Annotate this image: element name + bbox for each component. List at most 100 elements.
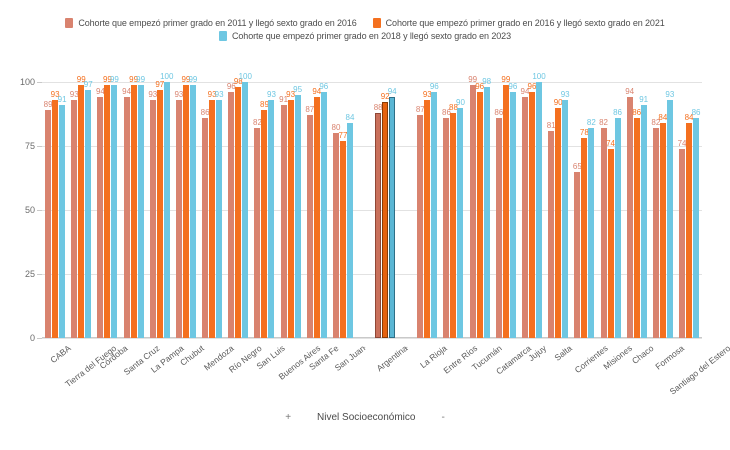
bar-córdoba-series-1[interactable]: 94 (96, 87, 105, 338)
legend-item-cohort-2018[interactable]: Cohorte que empezó primer grado en 2018 … (219, 31, 511, 41)
bar-corrientes-series-2[interactable]: 78 (580, 128, 589, 338)
bar-santiago-del-estero-series-1[interactable]: 74 (678, 139, 686, 338)
bar-entre-ríos-series-1[interactable]: 86 (442, 108, 451, 338)
bar-río-negro-series-1[interactable]: 96 (227, 82, 236, 338)
bar-jujuy-series-1[interactable]: 94 (521, 87, 529, 338)
bar-group-tucuman[interactable]: 99 96 98 (467, 75, 493, 338)
bar-tierra-del-fuego-series-2[interactable]: 99 (77, 75, 86, 338)
bar-tucumán-series-1[interactable]: 99 (468, 75, 477, 338)
bar-buenos-aires-series-2[interactable]: 93 (286, 90, 295, 338)
bar-chaco-series-3[interactable]: 91 (639, 95, 648, 338)
bar-group-mendoza[interactable]: 86 93 93 (199, 82, 225, 338)
bar-group-argentina[interactable]: 88 92 94 (372, 82, 398, 338)
bar-santa-cruz-series-2[interactable]: 99 (129, 75, 138, 338)
bar-san-juan-series-2[interactable]: 77 (339, 131, 347, 338)
bar-chaco-series-2[interactable]: 86 (632, 108, 641, 338)
bar-río-negro-series-3[interactable]: 100 (239, 72, 252, 338)
bar-group-chubut[interactable]: 93 99 99 (173, 75, 199, 338)
bar-la-pampa-series-1[interactable]: 93 (148, 90, 157, 338)
bar-santa-fe-series-2[interactable]: 94 (312, 87, 321, 338)
bar-córdoba-series-2[interactable]: 99 (103, 75, 112, 338)
bar-group-cordoba[interactable]: 94 99 99 (94, 75, 120, 338)
bar-caba-series-1[interactable]: 89 (44, 100, 53, 338)
bar-group-san-juan[interactable]: 80 77 84 (330, 82, 356, 338)
bar-group-la-rioja[interactable]: 87 93 96 (414, 82, 440, 338)
bar-caba-series-2[interactable]: 93 (51, 90, 60, 338)
bar-group-la-pampa[interactable]: 93 97 100 (147, 72, 173, 338)
bar-misiones-series-3[interactable]: 86 (613, 108, 622, 338)
bar-la-pampa-series-3[interactable]: 100 (160, 72, 173, 338)
bar-group-santiago-del-estero[interactable]: 74 84 86 (676, 82, 702, 338)
bar-salta-series-3[interactable]: 93 (561, 90, 570, 338)
bar-value-label: 97 (155, 79, 165, 89)
bar-group-tierra-del-fuego[interactable]: 93 99 97 (68, 75, 94, 338)
bar-catamarca-series-3[interactable]: 96 (508, 82, 517, 338)
bar-group-caba[interactable]: 89 93 91 (42, 82, 68, 338)
bar-misiones-series-2[interactable]: 74 (606, 139, 615, 338)
bar-san-juan-series-3[interactable]: 84 (346, 113, 354, 338)
bar-misiones-series-1[interactable]: 82 (599, 118, 608, 338)
bar-chubut-series-1[interactable]: 93 (174, 90, 183, 338)
bar-group-san-luis[interactable]: 82 89 93 (251, 82, 277, 338)
bar-group-rio-negro[interactable]: 96 98 100 (225, 72, 252, 338)
bar-group-entre-rios[interactable]: 86 88 90 (440, 82, 466, 338)
bar-group-buenos-aires[interactable]: 91 93 95 (278, 82, 304, 338)
bar-group-jujuy[interactable]: 94 96 100 (519, 72, 546, 338)
bar-la-pampa-series-2[interactable]: 97 (155, 80, 164, 338)
bar-san-luis-series-1[interactable]: 82 (253, 118, 262, 338)
bar-formosa-series-1[interactable]: 82 (651, 118, 660, 338)
bar-group-misiones[interactable]: 82 74 86 (597, 82, 623, 338)
bar-río-negro-series-2[interactable]: 98 (234, 77, 243, 338)
bar-san-luis-series-3[interactable]: 93 (267, 90, 276, 338)
bar-salta-series-1[interactable]: 81 (547, 121, 556, 338)
bar-la-rioja-series-3[interactable]: 96 (430, 82, 439, 338)
bar-córdoba-series-3[interactable]: 99 (110, 75, 119, 338)
bar-santiago-del-estero-series-2[interactable]: 84 (685, 113, 693, 338)
bar-catamarca-series-1[interactable]: 86 (494, 108, 503, 338)
bar-jujuy-series-2[interactable]: 96 (528, 82, 536, 338)
bar-santa-fe-series-3[interactable]: 96 (319, 82, 328, 338)
legend-item-cohort-2011[interactable]: Cohorte que empezó primer grado en 2011 … (65, 18, 357, 28)
bar-mendoza-series-2[interactable]: 93 (208, 90, 217, 338)
bar-salta-series-2[interactable]: 90 (554, 98, 563, 338)
bar-chubut-series-3[interactable]: 99 (188, 75, 197, 338)
bar-entre-ríos-series-3[interactable]: 90 (456, 98, 465, 338)
bar-corrientes-series-3[interactable]: 82 (587, 118, 596, 338)
bar-san-juan-series-1[interactable]: 80 (332, 123, 340, 338)
bar-group-santa-cruz[interactable]: 94 99 99 (121, 75, 147, 338)
bar-group-formosa[interactable]: 82 84 93 (650, 82, 676, 338)
bar-jujuy-series-3[interactable]: 100 (532, 72, 546, 338)
bar-group-salta[interactable]: 81 90 93 (545, 82, 571, 338)
bar-entre-ríos-series-2[interactable]: 88 (449, 103, 458, 338)
bar-group-chaco[interactable]: 94 86 91 (624, 82, 650, 338)
bar-tucumán-series-3[interactable]: 98 (482, 77, 491, 338)
bar-buenos-aires-series-3[interactable]: 95 (293, 85, 302, 338)
bar-san-luis-series-2[interactable]: 89 (260, 100, 269, 338)
bar-la-rioja-series-2[interactable]: 93 (423, 90, 432, 338)
bar-group-santa-fe[interactable]: 87 94 96 (304, 82, 330, 338)
bar-tierra-del-fuego-series-1[interactable]: 93 (70, 90, 79, 338)
bar-tierra-del-fuego-series-3[interactable]: 97 (84, 80, 93, 338)
bar-corrientes-series-1[interactable]: 65 (573, 162, 582, 338)
bar-santa-fe-series-1[interactable]: 87 (305, 105, 314, 338)
bar-argentina-series-2[interactable]: 92 (381, 92, 390, 338)
bar-chaco-series-1[interactable]: 94 (625, 87, 634, 338)
bar-mendoza-series-3[interactable]: 93 (215, 90, 224, 338)
bar-formosa-series-2[interactable]: 84 (658, 113, 667, 338)
legend-item-cohort-2016[interactable]: Cohorte que empezó primer grado en 2016 … (372, 18, 665, 28)
bar-santa-cruz-series-1[interactable]: 94 (122, 87, 131, 338)
bar-argentina-series-3[interactable]: 94 (388, 87, 397, 338)
bar-group-corrientes[interactable]: 65 78 82 (571, 82, 597, 338)
bar-caba-series-3[interactable]: 91 (58, 95, 67, 338)
bar-tucumán-series-2[interactable]: 96 (475, 82, 484, 338)
bar-formosa-series-3[interactable]: 93 (665, 90, 674, 338)
bar-la-rioja-series-1[interactable]: 87 (416, 105, 425, 338)
bar-buenos-aires-series-1[interactable]: 91 (279, 95, 288, 338)
bar-mendoza-series-1[interactable]: 86 (201, 108, 210, 338)
bar-santiago-del-estero-series-3[interactable]: 86 (692, 108, 700, 338)
bar-catamarca-series-2[interactable]: 99 (501, 75, 510, 338)
bar-argentina-series-1[interactable]: 88 (374, 103, 383, 338)
bar-chubut-series-2[interactable]: 99 (181, 75, 190, 338)
bar-santa-cruz-series-3[interactable]: 99 (136, 75, 145, 338)
bar-group-catamarca[interactable]: 86 99 96 (493, 75, 519, 338)
